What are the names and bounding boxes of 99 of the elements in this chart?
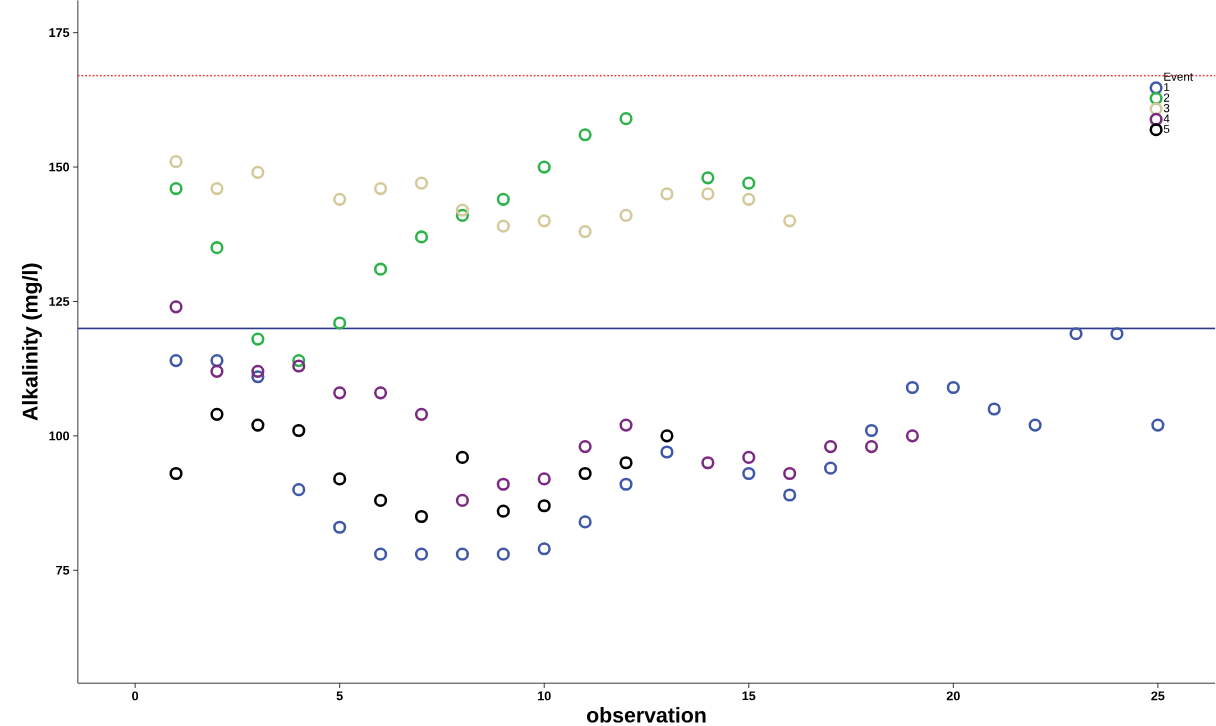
point [292,483,306,497]
point [374,262,388,276]
point [292,423,306,438]
point [210,407,224,422]
legend-label: 2 [1163,93,1170,102]
point [701,456,715,470]
point [251,418,265,432]
point [333,192,347,206]
point [169,300,183,314]
x-tick-label: 0 [132,691,139,701]
point [455,547,469,561]
y-axis-title: Alkalinity (mg/l) [22,263,42,421]
point [496,547,510,561]
point [660,187,674,201]
point [292,359,306,373]
point [169,155,183,169]
point [578,128,592,142]
point [1028,418,1042,432]
point [946,380,960,395]
point [455,203,469,217]
point [905,380,919,395]
point [169,182,183,196]
point [660,429,674,443]
point [578,515,592,529]
point [414,547,429,561]
point [1151,418,1165,432]
point [619,112,633,126]
x-tick-label: 10 [538,691,551,701]
point [169,467,183,481]
legend-label: 3 [1163,104,1170,113]
y-tick-label: 125 [49,297,70,306]
point [496,477,510,491]
point [701,171,715,185]
point [169,354,183,368]
y-tick-label: 75 [56,565,70,575]
point [333,520,347,534]
point [1069,327,1083,341]
point [824,461,838,475]
x-tick-label: 25 [1151,691,1165,701]
point [987,402,1001,416]
point [742,176,756,190]
point [742,467,756,481]
legend-title: Event [1164,72,1193,81]
point [578,225,592,239]
point [251,364,265,379]
x-tick-label: 20 [946,691,960,701]
point [333,386,347,400]
point [578,467,592,481]
point [619,418,633,432]
point [374,547,388,561]
point [374,386,388,400]
point [333,472,347,486]
x-axis-title: observation [587,707,706,723]
point [1110,327,1124,341]
point [619,456,633,470]
point [864,423,879,438]
point [374,182,388,196]
point [210,182,224,196]
legend-label: 1 [1164,83,1170,92]
point [619,477,633,491]
point [496,219,510,233]
x-tick-label: 15 [742,691,756,701]
point [783,488,797,502]
point [333,316,347,330]
point [251,165,265,180]
point [414,230,429,244]
point [537,542,551,556]
point [660,445,674,459]
point [619,208,633,223]
point [701,187,715,201]
point [210,364,224,379]
point [824,440,838,454]
point [414,176,429,190]
point [414,407,429,422]
point [455,450,469,465]
y-tick-label: 175 [49,28,70,38]
point [251,332,265,346]
point [783,214,797,228]
point [496,504,510,518]
point [537,214,551,228]
point [905,429,919,443]
point [537,472,551,486]
point [414,510,429,524]
point [742,192,756,206]
point [742,450,756,465]
legend-label: 4 [1163,114,1170,123]
point [783,467,797,481]
point [578,440,592,454]
point [210,241,224,255]
point [455,493,469,508]
point [537,499,551,513]
y-tick-label: 150 [49,162,70,172]
point [864,440,879,454]
y-tick-label: 100 [49,431,70,441]
point [496,192,510,206]
point [374,493,388,508]
legend-label: 5 [1163,125,1170,134]
point [537,160,551,174]
x-tick-label: 5 [336,691,343,701]
